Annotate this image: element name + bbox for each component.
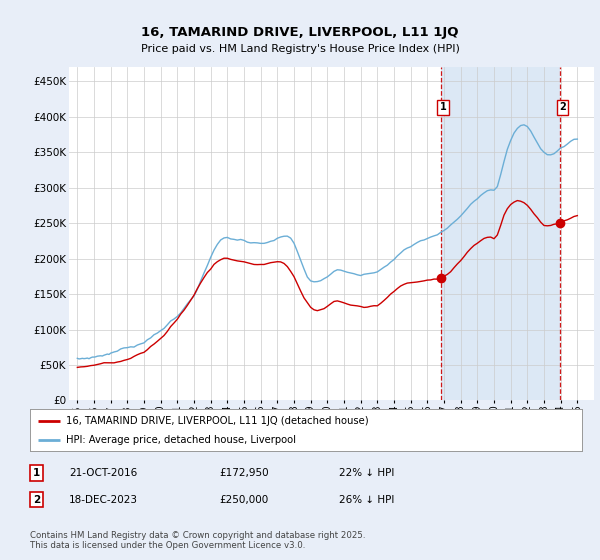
Text: 2: 2 [33,494,40,505]
Text: 1: 1 [440,102,446,112]
Text: 1: 1 [33,468,40,478]
Text: 21-OCT-2016: 21-OCT-2016 [69,468,137,478]
Text: 22% ↓ HPI: 22% ↓ HPI [339,468,394,478]
Text: HPI: Average price, detached house, Liverpool: HPI: Average price, detached house, Live… [66,435,296,445]
Text: 16, TAMARIND DRIVE, LIVERPOOL, L11 1JQ (detached house): 16, TAMARIND DRIVE, LIVERPOOL, L11 1JQ (… [66,416,368,426]
Bar [440,67,560,400]
Text: £172,950: £172,950 [219,468,269,478]
Text: 26% ↓ HPI: 26% ↓ HPI [339,494,394,505]
Text: 2: 2 [559,102,566,112]
Text: 18-DEC-2023: 18-DEC-2023 [69,494,138,505]
Text: Price paid vs. HM Land Registry's House Price Index (HPI): Price paid vs. HM Land Registry's House … [140,44,460,54]
Text: Contains HM Land Registry data © Crown copyright and database right 2025.
This d: Contains HM Land Registry data © Crown c… [30,531,365,550]
Text: £250,000: £250,000 [219,494,268,505]
Text: 16, TAMARIND DRIVE, LIVERPOOL, L11 1JQ: 16, TAMARIND DRIVE, LIVERPOOL, L11 1JQ [141,26,459,39]
